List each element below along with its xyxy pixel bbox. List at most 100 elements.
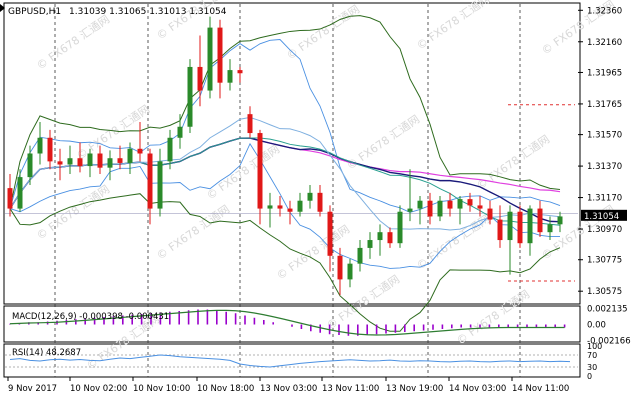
candle-body <box>387 232 393 244</box>
time-label: 14 Nov 03:00 <box>449 384 506 394</box>
candle-body <box>107 158 113 168</box>
macd-axis: 0.002135 0.00 -0.002166 <box>587 304 631 346</box>
candles <box>7 16 563 296</box>
price-label: 1.32160 <box>587 38 622 48</box>
candle-body <box>87 153 93 167</box>
candle-body <box>297 200 303 212</box>
candle-body <box>437 200 443 217</box>
candle-body <box>447 200 453 209</box>
candle-body <box>7 188 13 209</box>
candle-body <box>557 216 563 225</box>
candle-body <box>537 208 543 233</box>
level-lines <box>5 104 578 282</box>
price-label: 1.30575 <box>587 287 622 297</box>
price-axis: 1.32360 1.32160 1.31965 1.31765 1.31570 1.313… <box>578 6 622 297</box>
watermark-text: © FX678 汇通网 <box>324 273 402 333</box>
macd-label: MACD(12,26,9) -0.000398 -0.000431 <box>12 312 169 322</box>
candle-body <box>327 211 333 256</box>
time-label: 10 Nov 10:00 <box>133 384 190 394</box>
rsi-axis-label: 70 <box>587 351 597 360</box>
time-label: 13 Nov 03:00 <box>260 384 317 394</box>
candle-body <box>337 255 343 280</box>
macd-axis-label: 0.002135 <box>587 304 628 314</box>
candle-body <box>457 199 463 209</box>
candle-body <box>257 133 263 209</box>
symbol-label: GBPUSD,H1 <box>8 7 61 17</box>
candle-body <box>207 27 213 91</box>
price-label: 1.31570 <box>587 131 622 141</box>
candle-body <box>197 66 203 91</box>
collapse-arrow-icon[interactable] <box>0 4 5 12</box>
candle-body <box>217 27 223 83</box>
candle-body <box>177 126 183 138</box>
candle-body <box>187 66 193 127</box>
candle-body <box>527 208 533 244</box>
candle-body <box>157 161 163 209</box>
candle-body <box>507 211 513 241</box>
candle-body <box>97 153 103 168</box>
time-label: 14 Nov 11:00 <box>512 384 569 394</box>
watermark-text: © FX678 汇通网 <box>34 13 112 73</box>
candle-body <box>67 158 73 165</box>
rsi-value-line <box>9 354 571 368</box>
rsi-axis-label: 0 <box>587 372 592 381</box>
price-label: 1.30970 <box>587 225 622 235</box>
watermark-text: © FX678 汇通网 <box>414 213 492 273</box>
candle-body <box>127 148 133 163</box>
current-price-value: 1.31054 <box>584 212 619 222</box>
candle-body <box>57 161 63 165</box>
time-label: 10 Nov 18:00 <box>197 384 254 394</box>
price-label: 1.32360 <box>587 6 622 16</box>
candle-body <box>147 153 153 209</box>
bollinger-upper-line <box>9 15 561 209</box>
watermark-text: © FX678 汇通网 <box>34 183 112 243</box>
price-label: 1.31370 <box>587 162 622 172</box>
candle-body <box>497 219 503 241</box>
candle-body <box>287 208 293 212</box>
envelope-upper-line <box>9 39 561 213</box>
candle-body <box>117 158 123 163</box>
candle-body <box>467 199 473 206</box>
rsi-line <box>5 354 578 368</box>
candle-body <box>407 208 413 212</box>
candle-body <box>307 192 313 201</box>
candle-body <box>357 247 363 264</box>
price-label: 1.30775 <box>587 256 622 266</box>
indicator-lines <box>9 15 561 332</box>
macd-panel-frame <box>3 305 581 343</box>
candle-body <box>317 192 323 212</box>
macd-axis-label: 0.00 <box>587 321 606 331</box>
candle-body <box>427 200 433 217</box>
candle-body <box>487 208 493 220</box>
bollinger-lower-line <box>9 193 561 332</box>
price-label: 1.31765 <box>587 100 622 110</box>
macd-histogram <box>9 309 566 336</box>
time-label: 13 Nov 19:00 <box>386 384 443 394</box>
macd-signal-line <box>9 309 565 336</box>
rsi-label: RSI(14) 48.2687 <box>12 348 81 358</box>
candle-body <box>27 153 33 178</box>
candle-body <box>277 205 283 209</box>
candle-body <box>227 70 233 83</box>
rsi-panel-frame <box>3 343 581 378</box>
time-label: 9 Nov 2017 <box>8 384 57 394</box>
macd-axis-label: -0.002166 <box>587 337 631 347</box>
candle-body <box>17 177 23 209</box>
svg-text:GBPUSD,H1 1.31039 1.3106: GBPUSD,H1 1.31039 1.31065 1.31013 1.3105… <box>8 7 227 17</box>
candle-body <box>517 211 523 244</box>
candle-body <box>347 263 353 280</box>
candle-body <box>47 137 53 162</box>
price-label: 1.31170 <box>587 194 622 204</box>
candle-body <box>547 224 553 233</box>
candle-body <box>37 137 43 154</box>
time-axis: 9 Nov 2017 10 Nov 02:00 10 Nov 10:00 10 Nov… <box>7 377 569 394</box>
candle-body <box>377 232 383 241</box>
candle-body <box>167 137 173 162</box>
candle-body <box>137 148 143 154</box>
candle-body <box>267 205 273 209</box>
watermark-text: © FX678 汇通网 <box>474 133 552 193</box>
price-label: 1.31965 <box>587 68 622 78</box>
